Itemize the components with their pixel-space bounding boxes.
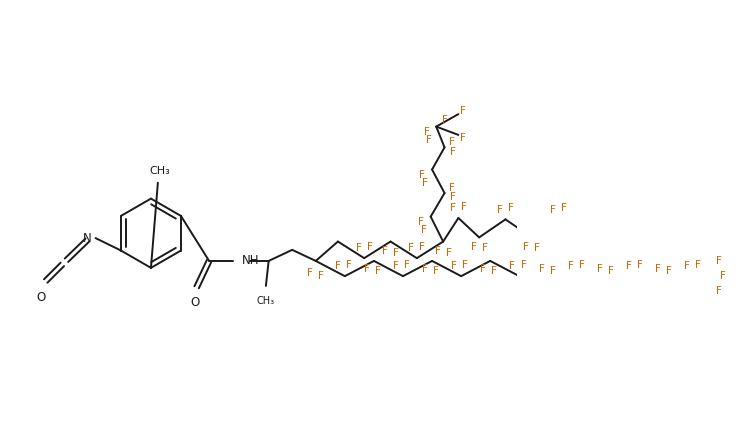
Text: F: F — [450, 203, 456, 213]
Text: F: F — [497, 205, 503, 214]
Text: F: F — [471, 242, 477, 252]
Text: F: F — [462, 260, 468, 270]
Text: F: F — [655, 264, 661, 274]
Text: F: F — [427, 135, 433, 146]
Text: F: F — [364, 264, 370, 274]
Text: O: O — [36, 291, 46, 304]
Text: F: F — [508, 203, 514, 213]
Text: F: F — [393, 262, 399, 271]
Text: F: F — [420, 170, 425, 180]
Text: F: F — [307, 268, 313, 279]
Text: O: O — [190, 295, 200, 308]
Text: F: F — [318, 271, 324, 281]
Text: F: F — [420, 242, 425, 252]
Text: F: F — [492, 266, 498, 276]
Text: F: F — [433, 266, 439, 276]
Text: F: F — [422, 264, 428, 274]
Text: F: F — [480, 264, 486, 274]
Text: F: F — [404, 260, 410, 270]
Text: CH₃: CH₃ — [149, 166, 170, 176]
Text: F: F — [346, 260, 352, 270]
Text: F: F — [422, 178, 428, 188]
Text: F: F — [450, 146, 456, 157]
Text: F: F — [335, 262, 341, 271]
Text: F: F — [550, 205, 556, 214]
Text: F: F — [418, 217, 424, 227]
Text: F: F — [561, 203, 566, 213]
Text: F: F — [367, 242, 373, 252]
Text: F: F — [521, 260, 527, 270]
Text: F: F — [448, 182, 454, 193]
Text: F: F — [421, 226, 427, 235]
Text: F: F — [375, 266, 381, 276]
Text: N: N — [83, 231, 91, 245]
Text: F: F — [626, 262, 632, 271]
Text: F: F — [446, 247, 452, 258]
Text: F: F — [524, 242, 529, 252]
Text: F: F — [597, 264, 603, 274]
Text: F: F — [356, 243, 362, 254]
Text: F: F — [534, 243, 540, 254]
Text: CH₃: CH₃ — [257, 295, 275, 306]
Text: F: F — [716, 256, 722, 266]
Text: F: F — [579, 260, 585, 270]
Text: F: F — [695, 260, 701, 270]
Text: F: F — [482, 243, 488, 254]
Text: F: F — [382, 246, 388, 256]
Text: F: F — [568, 262, 574, 271]
Text: F: F — [409, 243, 415, 254]
Text: F: F — [461, 202, 467, 212]
Text: F: F — [720, 271, 726, 281]
Text: F: F — [666, 266, 672, 276]
Text: F: F — [450, 192, 456, 202]
Text: F: F — [684, 262, 689, 271]
Text: F: F — [393, 247, 399, 258]
Text: F: F — [448, 137, 454, 147]
Text: F: F — [509, 262, 515, 271]
Text: F: F — [550, 266, 556, 276]
Text: F: F — [424, 127, 430, 137]
Text: F: F — [716, 287, 722, 296]
Text: F: F — [451, 262, 457, 271]
Text: F: F — [539, 264, 545, 274]
Text: F: F — [459, 133, 465, 143]
Text: F: F — [608, 266, 613, 276]
Text: NH: NH — [242, 255, 259, 267]
Text: F: F — [637, 260, 642, 270]
Text: F: F — [459, 106, 465, 116]
Text: F: F — [435, 246, 441, 256]
Text: F: F — [441, 115, 447, 125]
